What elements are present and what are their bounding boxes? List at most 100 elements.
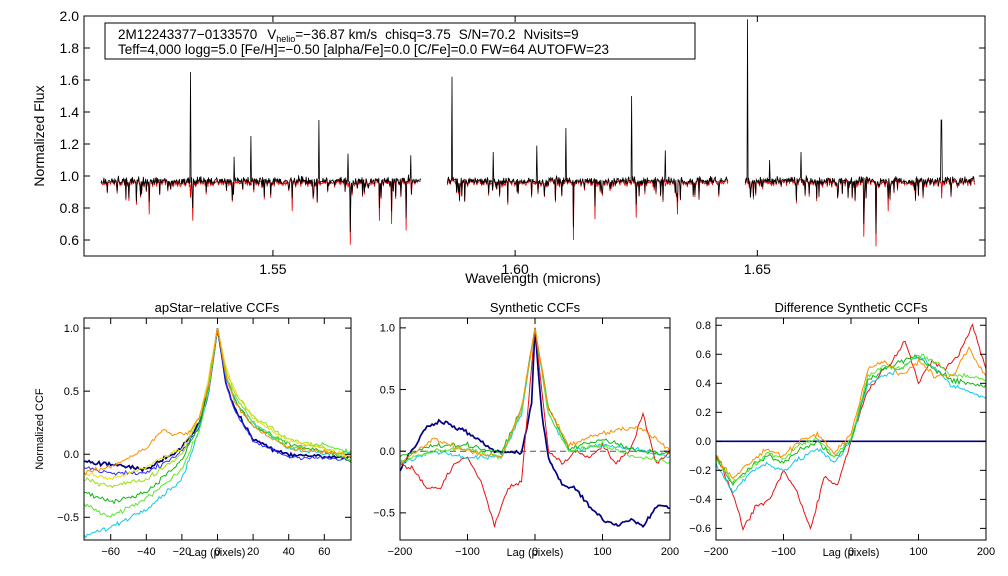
- y-tick-label: 1.0: [60, 168, 80, 184]
- series-group: [400, 327, 670, 529]
- observed-spectrum-chip-2: [446, 76, 729, 228]
- object-id: 2M12243377−0133570: [118, 27, 257, 42]
- x-tick-label: 1.55: [259, 261, 286, 277]
- y-tick-label: 0.6: [696, 349, 711, 361]
- ccf-series-blue: [84, 328, 351, 476]
- ccf-series-yellowgreen: [84, 327, 351, 489]
- annotation-line2: Teff=4,000 logg=5.0 [Fe/H]=−0.50 [alpha/…: [118, 42, 609, 57]
- x-tick-label: 1.65: [744, 261, 771, 277]
- series-group: [716, 323, 986, 532]
- difference-ccf-panel: Difference Synthetic CCFs −200 −100 0 100 20…: [689, 300, 995, 559]
- y-tick-label: −0.6: [689, 523, 711, 535]
- apstar-ccf-ylabel: Normalized CCF: [34, 388, 46, 470]
- y-tick-label: 2.0: [60, 8, 80, 24]
- y-tick-label: 1.0: [380, 323, 395, 335]
- y-tick-label: −0.5: [373, 508, 395, 520]
- ccf-series-green: [400, 327, 670, 458]
- ccf-series-orange: [400, 327, 670, 465]
- x-tick-label: 0: [848, 546, 854, 558]
- x-tick-label: −100: [455, 546, 480, 558]
- spectrum-ylabel: Normalized Flux: [31, 85, 47, 186]
- y-tick-label: 0.4: [696, 378, 711, 390]
- x-tick-label: 100: [593, 546, 611, 558]
- spectrum-ticks: 1.55 1.60 1.65 0.6 0.8 1.0 1.2 1.4 1.6 1.8 2.0: [60, 8, 985, 277]
- y-tick-label: 0.5: [380, 384, 395, 396]
- difference-ccf-lines: [716, 323, 986, 532]
- nvisits-value: Nvisits=9: [523, 27, 578, 42]
- synthetic-ccf-panel: Synthetic CCFs −200 −100 0 100 200 −0.5 0.0 0.5…: [373, 300, 679, 559]
- ccf-series-cyan: [400, 327, 670, 466]
- y-tick-label: 1.8: [60, 40, 80, 56]
- series-group: [84, 327, 351, 539]
- x-tick-label: 1.60: [501, 261, 528, 277]
- observed-spectrum-chip-3: [744, 19, 975, 234]
- vhelio-value: =−36.87 km/s: [295, 27, 377, 42]
- x-tick-label: −200: [388, 546, 413, 558]
- difference-ccf-xlabel: Lag (pixels): [823, 547, 880, 559]
- x-tick-label: −200: [704, 546, 729, 558]
- y-tick-label: −0.4: [689, 494, 711, 506]
- synthetic-ccf-frame: [399, 317, 671, 541]
- ccf-series-red: [716, 323, 986, 532]
- x-tick-label: 200: [661, 546, 679, 558]
- observed-spectrum-chip-1: [100, 71, 422, 233]
- y-tick-label: −0.5: [57, 512, 79, 524]
- x-tick-label: 40: [283, 546, 295, 558]
- y-tick-label: 0.0: [380, 446, 395, 458]
- chisq-value: chisq=3.75: [385, 27, 451, 42]
- y-tick-label: 0.5: [64, 386, 79, 398]
- apstar-ccf-ticks: −60 −40 −20 0 20 40 60 −0.5 0.0 0.5 1.0: [57, 318, 351, 558]
- x-tick-label: −100: [771, 546, 796, 558]
- synthetic-ccf-lines: [400, 327, 670, 529]
- y-tick-label: 0.8: [696, 320, 711, 332]
- difference-ccf-ticks: −200 −100 0 100 200 −0.6 −0.4 −0.2 0.0 0.2 0.4 0.6 0…: [689, 318, 995, 558]
- y-tick-label: 0.0: [64, 449, 79, 461]
- spectrum-frame: [83, 15, 986, 257]
- y-tick-label: −0.2: [689, 465, 711, 477]
- ccf-series-orange: [84, 328, 351, 476]
- x-tick-label: 200: [977, 546, 995, 558]
- x-tick-label: 60: [318, 546, 330, 558]
- difference-ccf-title: Difference Synthetic CCFs: [775, 300, 928, 315]
- ccf-series-orange: [716, 346, 986, 480]
- y-tick-label: 0.2: [696, 407, 711, 419]
- spectrum-panel: 1.55 1.60 1.65 0.6 0.8 1.0 1.2 1.4 1.6 1.8 2.0 2M1…: [31, 8, 986, 286]
- annotation-line1: 2M12243377−0133570 Vhelio=−36.87 km/s chis…: [118, 27, 579, 44]
- ccf-series-lime: [84, 328, 351, 518]
- x-tick-label: 0: [532, 546, 538, 558]
- synthetic-ccf-xlabel: Lag (pixels): [507, 547, 564, 559]
- synthetic-ccf-ticks: −200 −100 0 100 200 −0.5 0.0 0.5 1.0: [373, 318, 679, 558]
- x-tick-label: 100: [909, 546, 927, 558]
- x-tick-label: 20: [247, 546, 259, 558]
- spectrum-data: [100, 19, 976, 247]
- y-tick-label: 0.6: [60, 232, 80, 248]
- y-tick-label: 0.0: [696, 436, 711, 448]
- x-tick-label: −20: [173, 546, 192, 558]
- ccf-series-lime: [716, 354, 986, 484]
- model-spectrum-chip-3: [744, 175, 976, 247]
- ccf-series-lime: [400, 327, 670, 464]
- x-tick-label: −60: [101, 546, 120, 558]
- apstar-ccf-lines: [84, 327, 351, 539]
- vhelio-subscript: helio: [276, 34, 295, 44]
- synthetic-ccf-title: Synthetic CCFs: [490, 300, 581, 315]
- y-tick-label: 1.0: [64, 323, 79, 335]
- x-tick-label: 0: [214, 546, 220, 558]
- x-tick-label: −40: [137, 546, 156, 558]
- ccf-series-cyan: [84, 328, 351, 539]
- snr-value: S/N=70.2: [459, 27, 516, 42]
- y-tick-label: 1.6: [60, 72, 80, 88]
- annotation-box: [104, 22, 696, 60]
- ccf-series-green: [84, 328, 351, 505]
- spectrum-xlabel: Wavelength (microns): [465, 270, 601, 286]
- vhelio-label: V: [267, 27, 276, 42]
- difference-ccf-frame: [715, 317, 987, 541]
- apstar-ccf-panel: apStar−relative CCFs −60 −40 −20 0 20 40 60 −0.…: [34, 300, 352, 559]
- y-tick-label: 1.4: [60, 104, 80, 120]
- apstar-ccf-frame: [83, 317, 352, 541]
- y-tick-label: 0.8: [60, 200, 80, 216]
- apstar-ccf-title: apStar−relative CCFs: [155, 300, 280, 315]
- apstar-ccf-xlabel: Lag (pixels): [189, 547, 246, 559]
- y-tick-label: 1.2: [60, 136, 80, 152]
